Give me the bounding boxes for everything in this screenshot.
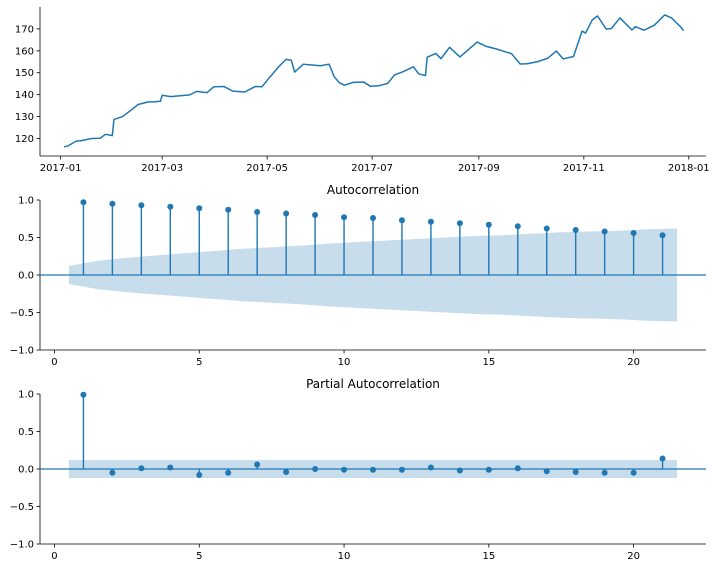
x-tick-label: 15 xyxy=(482,357,495,368)
x-tick-label: 2017-07 xyxy=(351,163,393,174)
stem-marker xyxy=(312,212,319,218)
stem-marker xyxy=(341,466,348,473)
y-tick-label: −1.0 xyxy=(10,346,34,357)
stem-marker xyxy=(370,215,376,221)
x-tick-label: 10 xyxy=(338,551,351,562)
x-tick-label: 0 xyxy=(51,551,57,562)
stem-marker xyxy=(572,227,579,233)
stem-marker xyxy=(341,214,348,221)
y-tick-label: −0.5 xyxy=(10,308,34,319)
x-tick-label: 2017-01 xyxy=(40,163,82,174)
stem-marker xyxy=(485,221,492,228)
chart-title: Autocorrelation xyxy=(327,183,419,197)
stem-marker xyxy=(109,200,116,207)
stem-marker xyxy=(427,464,434,471)
stem-marker xyxy=(514,223,521,230)
stem-marker xyxy=(283,469,290,475)
stem-marker xyxy=(398,466,405,473)
stem-marker xyxy=(370,466,376,473)
price-line-chart: 120 130 140 150 160 170 2017-01 2017-03 2017-05 2… xyxy=(15,7,710,174)
stem-marker xyxy=(225,206,232,213)
stem-marker xyxy=(630,469,637,476)
stem-marker xyxy=(456,220,463,227)
y-tick-label: 140 xyxy=(15,90,34,101)
stem-marker xyxy=(196,472,203,478)
x-tick-label: 2018-01 xyxy=(668,163,710,174)
y-tick-label: −0.5 xyxy=(10,502,34,513)
y-tick-label: 0.5 xyxy=(18,233,34,244)
y-tick-label: 160 xyxy=(15,46,34,57)
stem-marker xyxy=(601,469,608,476)
y-tick-label: 170 xyxy=(15,24,34,35)
stem-marker xyxy=(398,217,405,224)
x-tick-label: 2017-11 xyxy=(563,163,605,174)
stem-marker xyxy=(254,209,261,215)
stem-marker xyxy=(659,232,666,239)
y-tick-label: 120 xyxy=(15,134,34,145)
chart-title: Partial Autocorrelation xyxy=(306,377,440,391)
x-tick-label: 20 xyxy=(627,357,640,368)
stem-marker xyxy=(167,203,174,210)
stem-marker xyxy=(312,466,319,472)
stem-marker xyxy=(138,202,145,209)
stem-marker xyxy=(514,465,521,472)
stem-marker xyxy=(456,467,463,474)
stem-marker xyxy=(485,466,492,473)
y-tick-label: 130 xyxy=(15,112,34,123)
stem-marker xyxy=(543,225,550,232)
stem-marker xyxy=(601,228,608,235)
stem-marker xyxy=(659,455,666,462)
x-tick-label: 2017-09 xyxy=(458,163,500,174)
y-tick-label: 1.0 xyxy=(18,390,34,401)
x-tick-label: 0 xyxy=(51,357,57,368)
stem-marker xyxy=(80,199,87,206)
stem-marker xyxy=(427,218,434,225)
stem-marker xyxy=(167,464,174,471)
stem-marker xyxy=(109,469,116,476)
stem-marker xyxy=(572,469,579,475)
x-tick-label: 20 xyxy=(627,551,640,562)
stem-marker xyxy=(225,469,232,476)
stem-marker xyxy=(254,461,261,468)
stem-marker xyxy=(283,210,290,217)
y-tick-label: 0.0 xyxy=(18,271,34,282)
partial-autocorrelation-chart: −1.0 −0.5 0.0 0.5 1.0 0 5 10 15 20 Partial Autocor… xyxy=(10,377,706,562)
y-tick-label: 1.0 xyxy=(18,196,34,207)
y-tick-label: 150 xyxy=(15,68,34,79)
autocorrelation-chart: −1.0 −0.5 0.0 0.5 1.0 0 5 10 15 20 Autocorrelation xyxy=(10,183,706,368)
price-series-line xyxy=(63,14,685,148)
y-tick-label: 0.5 xyxy=(18,427,34,438)
x-tick-label: 2017-03 xyxy=(141,163,183,174)
x-tick-label: 2017-05 xyxy=(246,163,288,174)
stem-marker xyxy=(138,465,145,472)
x-tick-label: 10 xyxy=(338,357,351,368)
stem-marker xyxy=(196,205,203,212)
stem-marker xyxy=(630,230,637,236)
y-tick-label: 0.0 xyxy=(18,465,34,476)
x-tick-label: 5 xyxy=(196,551,202,562)
y-tick-label: −1.0 xyxy=(10,540,34,551)
stem-marker xyxy=(543,468,550,475)
x-tick-label: 5 xyxy=(196,357,202,368)
stem-marker xyxy=(80,391,87,398)
x-tick-label: 15 xyxy=(482,551,495,562)
